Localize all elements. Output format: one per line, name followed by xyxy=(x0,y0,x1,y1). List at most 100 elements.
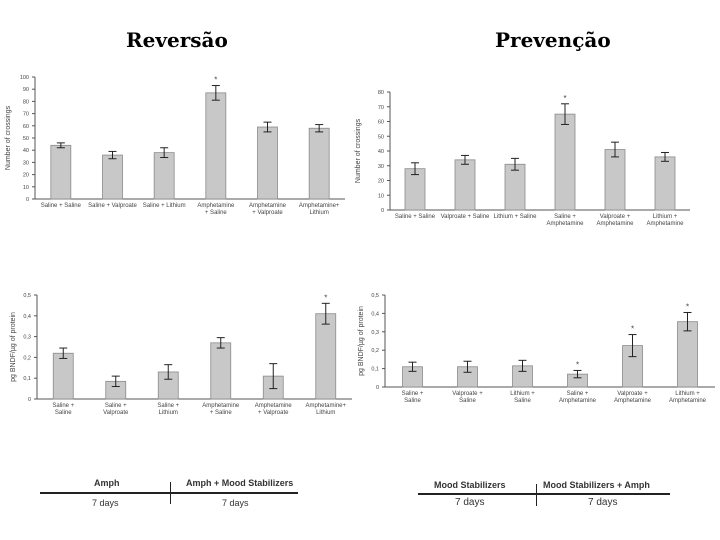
x-tick-label: Amphetamine xyxy=(646,221,684,227)
heading-prevencao: Prevenção xyxy=(495,28,611,52)
bar xyxy=(52,352,74,400)
y-tick-label: 0,4 xyxy=(23,314,31,320)
bar xyxy=(677,321,698,388)
y-tick-label: 50 xyxy=(378,134,384,140)
x-tick-label: Saline + xyxy=(157,403,179,409)
heading-reversao: Reversão xyxy=(126,28,228,52)
y-tick-label: 0 xyxy=(26,197,29,203)
bar xyxy=(205,92,227,200)
x-tick-label: + Saline xyxy=(210,410,233,416)
timeline-days1-label: 7 days xyxy=(455,497,485,508)
significance-marker: * xyxy=(324,293,327,302)
x-tick-label: Amphetamine+ xyxy=(305,403,346,409)
x-tick-label: Lithium + Saline xyxy=(494,214,538,220)
x-tick-label: Lithium + xyxy=(675,391,700,397)
y-tick-label: 90 xyxy=(23,87,29,93)
x-tick-label: + Saline xyxy=(205,210,228,216)
y-tick-label: 20 xyxy=(23,173,29,179)
x-tick-label: Saline xyxy=(459,398,476,404)
timeline-axis xyxy=(40,492,298,494)
y-tick-label: 70 xyxy=(23,112,29,118)
bar xyxy=(153,152,175,200)
x-tick-label: Lithium xyxy=(159,410,178,416)
x-tick-label: Amphetamine xyxy=(197,203,235,209)
bar xyxy=(454,159,476,211)
x-tick-label: Saline + xyxy=(52,403,74,409)
x-tick-label: Saline + xyxy=(567,391,589,397)
x-tick-label: Amphetamine xyxy=(559,398,597,404)
significance-marker: * xyxy=(631,325,634,334)
x-tick-label: Amphetamine xyxy=(202,403,240,409)
x-tick-label: Amphetamine xyxy=(546,221,584,227)
timeline-days2-label: 7 days xyxy=(588,497,618,508)
y-tick-label: 0,1 xyxy=(371,367,379,373)
x-tick-label: Lithium xyxy=(316,410,335,416)
x-tick-label: + Valproate xyxy=(252,210,283,216)
x-tick-label: Amphetamine xyxy=(255,403,293,409)
x-tick-label: Lithium + xyxy=(653,214,678,220)
y-tick-label: 0,2 xyxy=(23,355,31,361)
timeline-phase1-label: Amph xyxy=(94,478,120,488)
x-tick-label: Valproate + xyxy=(600,214,631,220)
significance-marker: * xyxy=(686,302,689,311)
y-axis-label: Number of crossings xyxy=(355,118,362,183)
y-tick-label: 0,2 xyxy=(371,348,379,354)
y-tick-label: 0,3 xyxy=(371,330,379,336)
x-tick-label: Saline + xyxy=(402,391,424,397)
y-tick-label: 80 xyxy=(378,90,384,96)
x-tick-label: Saline + Valproate xyxy=(88,203,137,209)
timeline-days1-label: 7 days xyxy=(92,498,119,508)
x-tick-label: Saline xyxy=(55,410,72,416)
x-tick-label: + Valproate xyxy=(258,410,289,416)
y-tick-label: 10 xyxy=(378,193,384,199)
bar xyxy=(210,342,232,400)
y-tick-label: 10 xyxy=(23,185,29,191)
y-tick-label: 70 xyxy=(378,105,384,111)
x-tick-label: Valproate + xyxy=(452,391,483,397)
bar xyxy=(604,149,626,211)
y-tick-label: 50 xyxy=(23,136,29,142)
bar xyxy=(257,126,278,200)
x-tick-label: Saline + xyxy=(105,403,127,409)
timeline-phase1-label: Mood Stabilizers xyxy=(434,480,506,490)
x-tick-label: Amphetamine xyxy=(669,398,707,404)
y-tick-label: 80 xyxy=(23,99,29,105)
bar xyxy=(102,154,123,200)
x-tick-label: Amphetamine+ xyxy=(299,203,340,209)
y-tick-label: 0 xyxy=(381,208,384,214)
bar xyxy=(554,113,576,211)
y-tick-label: 60 xyxy=(378,120,384,126)
timeline-phase2-label: Amph + Mood Stabilizers xyxy=(186,478,294,488)
y-tick-label: 60 xyxy=(23,124,29,130)
y-tick-label: 30 xyxy=(378,164,384,170)
y-tick-label: 40 xyxy=(378,149,384,155)
x-tick-label: Saline + xyxy=(554,214,576,220)
x-tick-label: Lithium xyxy=(309,210,328,216)
timeline-divider xyxy=(170,482,171,504)
x-tick-label: Amphetamine xyxy=(614,398,652,404)
bar xyxy=(654,156,676,211)
x-tick-label: Valproate + xyxy=(617,391,648,397)
timeline-axis xyxy=(418,493,670,495)
chart-reversao-crossings: 0 10 20 30 40 50 60 70 80 90 100 Number of crossing… xyxy=(5,75,345,216)
chart-reversao-bdnf: 0 0,1 0,2 0,3 0,4 0,5 pg BNDF/µg of protein Sal… xyxy=(10,293,352,416)
timeline-phase2-label: Mood Stabilizers + Amph xyxy=(543,480,650,490)
bar xyxy=(504,163,526,211)
y-tick-label: 20 xyxy=(378,179,384,185)
timeline-days2-label: 7 days xyxy=(222,498,249,508)
y-axis-label: pg BNDF/µg of protein xyxy=(358,306,365,376)
y-tick-label: 0,5 xyxy=(371,293,379,299)
y-tick-label: 100 xyxy=(20,75,29,81)
timeline-divider xyxy=(536,484,537,506)
y-tick-label: 0 xyxy=(28,397,31,403)
x-tick-label: Saline + Saline xyxy=(395,214,436,220)
x-tick-label: Valproate + Saline xyxy=(441,214,490,220)
x-tick-label: Saline + Lithium xyxy=(143,203,186,209)
significance-marker: * xyxy=(576,360,579,369)
y-tick-label: 0,3 xyxy=(23,335,31,341)
significance-marker: * xyxy=(563,94,566,103)
chart-prevencao-bdnf: 0 0,1 0,2 0,3 0,4 0,5 pg BNDF/µg of protein Sal… xyxy=(358,293,715,404)
y-tick-label: 0 xyxy=(376,385,379,391)
bar xyxy=(50,144,72,200)
y-axis-label: Number of crossings xyxy=(5,105,12,170)
